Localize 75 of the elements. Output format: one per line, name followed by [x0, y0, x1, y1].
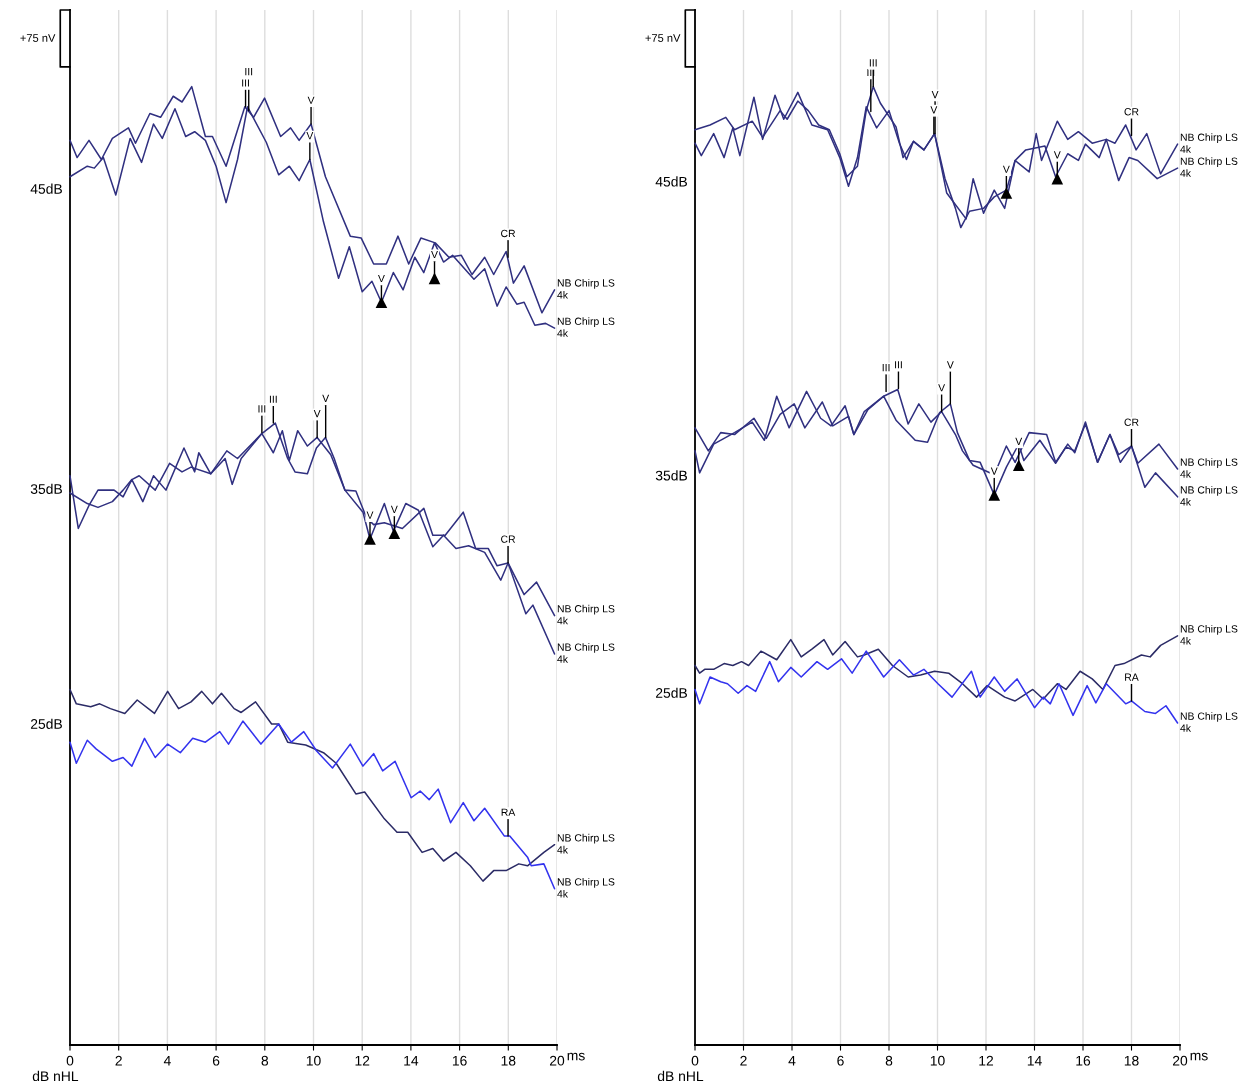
series-label: NB Chirp LS 4k	[557, 877, 615, 898]
y-axis-title: dB nHL	[32, 1070, 79, 1082]
x-tick-label: 16	[452, 1055, 467, 1066]
series-label: NB Chirp LS 4k	[557, 833, 615, 854]
x-tick-label: 20	[549, 1055, 565, 1066]
series-label: NB Chirp LS 4k	[557, 643, 615, 663]
series-label: NB Chirp LS 4k	[1180, 485, 1238, 506]
x-tick-label: 12	[355, 1055, 370, 1066]
x-tick-label: 6	[212, 1055, 220, 1066]
x-tick-label: 6	[837, 1055, 844, 1066]
x-tick-label: 18	[501, 1055, 516, 1066]
x-tick-label: 14	[1027, 1055, 1042, 1066]
x-tick-label: 0	[691, 1055, 699, 1066]
annotation: III	[242, 79, 249, 87]
x-tick-label: 2	[115, 1055, 122, 1066]
annotation: V	[390, 505, 398, 514]
annotation: III	[882, 364, 890, 372]
annotation: V	[378, 274, 385, 283]
annotation: V	[306, 132, 314, 140]
annotation: V	[1015, 437, 1023, 445]
annotation: III	[895, 361, 902, 369]
series-label: NB Chirp LS 4k	[1180, 157, 1238, 177]
annotation: III	[258, 405, 266, 413]
y-axis-title: dB nHL	[657, 1070, 704, 1082]
text: +75 nV	[20, 34, 56, 42]
text: 25dB	[30, 718, 62, 729]
x-axis-title: ms	[1190, 1052, 1208, 1061]
text: 35dB	[30, 483, 62, 494]
x-tick-label: 14	[404, 1055, 419, 1066]
series-label: NB Chirp LS 4k	[1180, 624, 1238, 645]
x-tick-label: 18	[1124, 1055, 1139, 1066]
annotation: V	[930, 106, 938, 114]
x-tick-label: 8	[885, 1055, 893, 1066]
x-tick-label: 12	[979, 1055, 994, 1066]
series-label: NB Chirp LS 4k	[1180, 458, 1238, 478]
annotation: CR	[1124, 108, 1139, 116]
annotation: V	[938, 384, 946, 392]
x-tick-label: 8	[261, 1055, 269, 1066]
annotation: III	[869, 59, 877, 67]
annotation: V	[946, 361, 954, 369]
text: 45dB	[655, 176, 687, 187]
text: 25dB	[655, 687, 687, 698]
x-tick-label: 16	[1076, 1055, 1091, 1066]
annotation: CR	[1124, 418, 1139, 426]
annotation: III	[269, 395, 277, 403]
annotation: V	[313, 410, 321, 418]
text: 45dB	[30, 183, 62, 194]
annotation: V	[307, 96, 315, 104]
text: 35dB	[655, 470, 687, 481]
series-label: NB Chirp LS 4k	[1180, 133, 1238, 153]
annotation: RA	[1125, 673, 1139, 681]
x-axis-title: ms	[567, 1052, 585, 1061]
annotation: V	[366, 511, 374, 519]
annotation: V	[322, 394, 330, 402]
annotation: CR	[501, 229, 516, 238]
x-tick-label: 10	[306, 1055, 321, 1066]
annotation: V	[1002, 165, 1010, 173]
annotation: RA	[501, 808, 516, 816]
x-tick-label: 2	[740, 1055, 747, 1066]
series-label: NB Chirp LS 4k	[1180, 712, 1238, 732]
x-tick-label: 10	[930, 1055, 945, 1066]
annotation: V	[431, 250, 438, 259]
x-tick-label: 4	[163, 1055, 171, 1066]
annotation: V	[931, 90, 939, 99]
annotation: V	[990, 467, 998, 475]
x-tick-label: 20	[1172, 1055, 1188, 1066]
annotation: V	[1053, 151, 1061, 159]
x-tick-label: 4	[788, 1055, 796, 1066]
x-tick-label: 0	[66, 1055, 74, 1066]
annotation: III	[245, 67, 253, 76]
series-label: NB Chirp LS 4k	[557, 604, 615, 625]
text: +75 nV	[645, 34, 681, 42]
series-label: NB Chirp LS 4k	[557, 317, 615, 337]
annotation: CR	[501, 535, 516, 543]
series-label: NB Chirp LS 4k	[557, 278, 615, 299]
